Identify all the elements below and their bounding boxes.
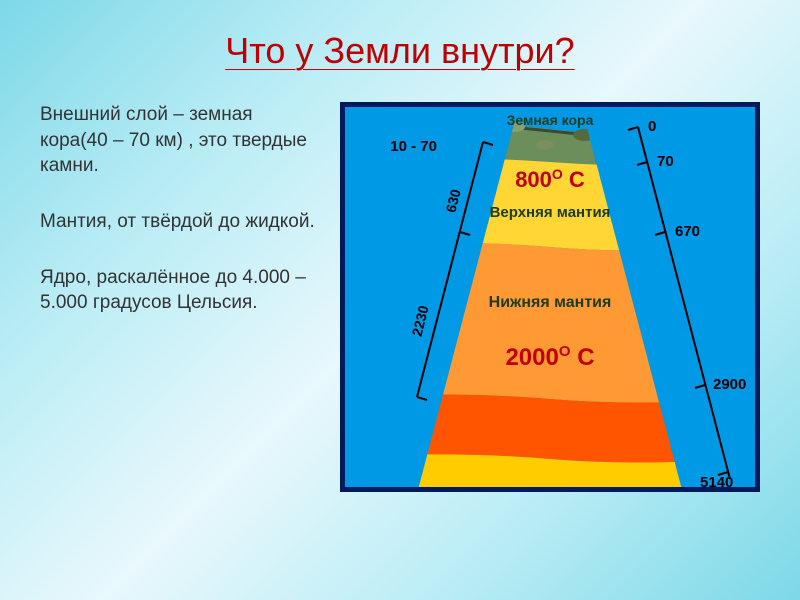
diagram-column: Земная кора 800O C Верхняя мантия Нижняя… bbox=[340, 102, 760, 492]
earth-layers-diagram: Земная кора 800O C Верхняя мантия Нижняя… bbox=[345, 107, 755, 487]
left-tick-1: 630 bbox=[443, 187, 464, 214]
layer-outer-core bbox=[345, 394, 755, 463]
content-row: Внешний слой – земная кора(40 – 70 км) ,… bbox=[40, 102, 760, 492]
right-tick-4: 5140 bbox=[700, 474, 733, 487]
temp-lower: 2000O C bbox=[505, 343, 594, 371]
layer-lower-mantle bbox=[345, 242, 755, 403]
right-tick-0: 0 bbox=[648, 118, 656, 135]
slide: Что у Земли внутри? Внешний слой – земна… bbox=[0, 0, 800, 600]
paragraph-crust: Внешний слой – земная кора(40 – 70 км) ,… bbox=[40, 102, 320, 179]
slide-title: Что у Земли внутри? bbox=[40, 30, 760, 72]
right-tick-3: 2900 bbox=[713, 376, 746, 393]
label-upper-mantle: Верхняя мантия bbox=[490, 204, 611, 221]
diagram-frame: Земная кора 800O C Верхняя мантия Нижняя… bbox=[340, 102, 760, 492]
left-tick-2: 2230 bbox=[409, 304, 432, 338]
temp-upper: 800O C bbox=[515, 166, 585, 192]
right-tick-1: 70 bbox=[657, 153, 674, 170]
left-tick-0: 10 - 70 bbox=[390, 138, 437, 155]
text-column: Внешний слой – земная кора(40 – 70 км) ,… bbox=[40, 102, 320, 492]
right-tick-2: 670 bbox=[675, 223, 700, 240]
label-crust: Земная кора bbox=[507, 112, 594, 128]
label-lower-mantle: Нижняя мантия bbox=[489, 294, 612, 311]
layer-inner-core bbox=[345, 454, 755, 487]
paragraph-core: Ядро, раскалённое до 4.000 – 5.000 граду… bbox=[40, 265, 320, 316]
paragraph-mantle: Мантия, от твёрдой до жидкой. bbox=[40, 209, 320, 235]
